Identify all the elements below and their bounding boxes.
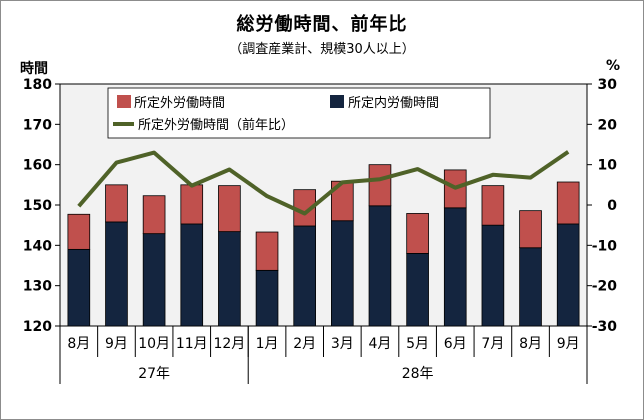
y-right-tick-label: -30	[592, 319, 618, 335]
bar-overtime	[481, 185, 505, 226]
x-category-label: 8月	[67, 336, 90, 352]
y-left-tick-label: 160	[23, 158, 52, 174]
y-left-tick-label: 170	[23, 117, 52, 133]
y-left-tick-label: 150	[23, 198, 52, 214]
bar-overtime	[142, 195, 166, 235]
x-category-label: 7月	[481, 336, 504, 352]
bar-overtime	[519, 210, 542, 249]
bar-scheduled	[406, 252, 429, 327]
bar-overtime	[556, 181, 580, 225]
chart-subtitle: （調査産業計、規模30人以上）	[229, 42, 415, 57]
y-right-tick-label: 10	[598, 158, 618, 174]
x-category-label: 8月	[519, 336, 542, 352]
y-right-tick-label: 20	[598, 117, 618, 133]
bar-overtime	[368, 164, 392, 207]
y-left-tick-label: 180	[23, 77, 52, 93]
y-axis-left-label: 時間	[20, 61, 48, 77]
x-category-label: 4月	[369, 336, 392, 352]
bar-scheduled	[180, 223, 204, 327]
bar-overtime	[67, 213, 91, 250]
bar-overtime	[105, 184, 128, 223]
legend-swatch-scheduled	[330, 95, 344, 108]
y-left-tick-label: 130	[23, 279, 52, 295]
bar-scheduled	[368, 205, 392, 327]
x-category-label: 2月	[293, 336, 316, 352]
x-category-label: 5月	[406, 336, 429, 352]
x-category-label: 11月	[176, 336, 208, 352]
bar-scheduled	[105, 221, 128, 327]
bar-overtime	[180, 184, 204, 225]
y-right-tick-label: 30	[598, 77, 618, 93]
bar-scheduled	[443, 207, 467, 327]
bar-scheduled	[519, 247, 542, 327]
bar-scheduled	[218, 231, 241, 327]
bar-overtime	[406, 213, 429, 254]
bar-scheduled	[481, 224, 505, 327]
x-category-label: 9月	[105, 336, 128, 352]
legend-label-yoy: 所定外労働時間（前年比）	[138, 117, 294, 133]
bar-scheduled	[293, 225, 316, 327]
legend-label-overtime: 所定外労働時間	[134, 96, 225, 111]
y-axis-right-label: %	[606, 58, 621, 74]
bar-scheduled	[556, 223, 580, 327]
y-right-tick-label: -10	[592, 238, 618, 254]
x-group-label: 27年	[138, 366, 170, 382]
legend-label-scheduled: 所定内労働時間	[348, 95, 439, 111]
legend-swatch-overtime	[117, 95, 131, 108]
bar-scheduled	[67, 248, 91, 327]
x-category-label: 10月	[138, 336, 170, 352]
x-category-label: 6月	[444, 336, 467, 352]
x-category-label: 9月	[557, 336, 580, 352]
y-left-tick-label: 120	[23, 319, 52, 335]
bar-overtime	[255, 231, 279, 271]
bar-scheduled	[331, 220, 354, 327]
y-right-tick-label: 0	[607, 198, 617, 214]
line-overtime-yoy	[77, 150, 570, 216]
x-group-label: 28年	[402, 366, 434, 382]
bar-scheduled	[142, 233, 166, 327]
y-left-tick-label: 140	[23, 238, 52, 254]
y-right-tick-label: -20	[592, 279, 618, 295]
chart-title: 総労働時間、前年比	[236, 14, 408, 35]
legend-box	[107, 87, 491, 139]
bar-scheduled	[255, 269, 279, 327]
bar-overtime	[218, 185, 241, 233]
x-category-label: 3月	[331, 336, 354, 352]
x-category-label: 1月	[256, 336, 279, 352]
x-category-label: 12月	[213, 336, 245, 352]
